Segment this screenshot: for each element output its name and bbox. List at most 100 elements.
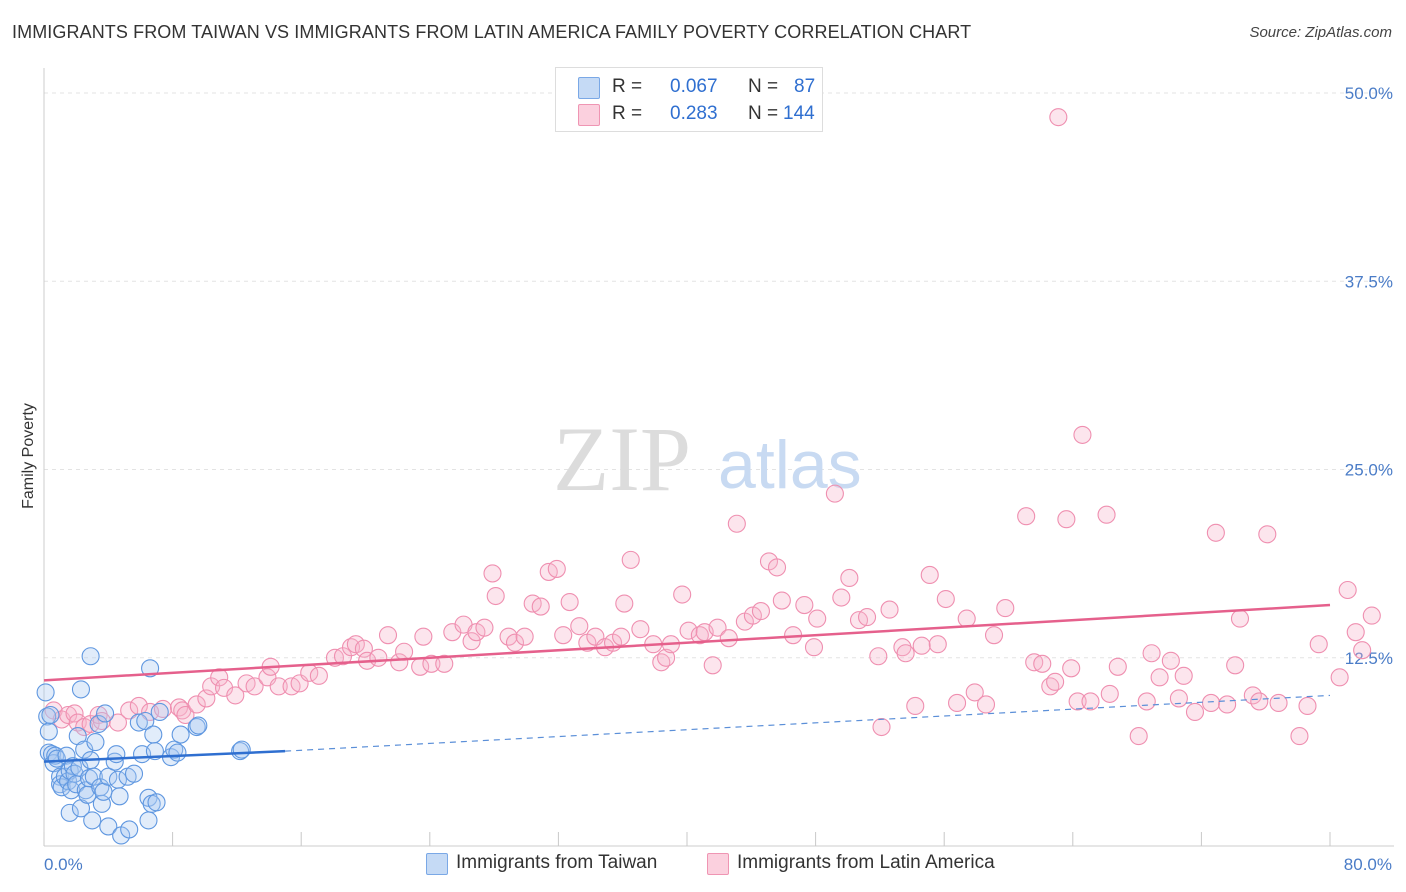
watermark-zip: ZIP [553, 408, 691, 510]
data-point [36, 683, 55, 702]
data-point [857, 608, 877, 627]
x-tick-label-min: 0.0% [44, 855, 83, 874]
data-point [1049, 108, 1068, 127]
data-point [1250, 692, 1269, 711]
data-point [245, 677, 264, 696]
chart-title: IMMIGRANTS FROM TAIWAN VS IMMIGRANTS FRO… [12, 22, 972, 42]
data-point [176, 705, 195, 725]
data-point [1057, 510, 1076, 529]
data-point [144, 725, 163, 744]
data-point [63, 757, 82, 776]
data-point [505, 633, 525, 652]
data-point [570, 617, 589, 636]
y-tick-label: 25.0% [1345, 461, 1393, 480]
data-point [621, 550, 640, 569]
trend-line-taiwan [43, 749, 286, 763]
data-point [309, 666, 328, 685]
series-taiwan [36, 647, 251, 845]
data-point [38, 707, 57, 726]
data-point [808, 609, 827, 628]
data-point [210, 668, 229, 687]
data-point [612, 627, 631, 646]
data-point [673, 585, 692, 604]
data-point [1290, 727, 1309, 746]
legend-r-label: R = [612, 76, 643, 97]
data-point [1206, 523, 1225, 542]
data-point [896, 644, 915, 663]
gridlines [44, 92, 1394, 659]
trend-line-latin-america [43, 603, 1331, 682]
data-point [171, 725, 190, 744]
data-point [150, 702, 169, 722]
data-point [462, 632, 481, 651]
data-point [1068, 692, 1087, 711]
data-point [751, 602, 770, 621]
data-point [708, 618, 727, 637]
x-axis-ticks [43, 832, 1331, 846]
data-point [120, 820, 139, 839]
data-point [483, 564, 502, 583]
data-point [804, 638, 824, 657]
bottom-legend-label-taiwan: Immigrants from Taiwan [456, 852, 658, 873]
y-tick-label: 50.0% [1345, 84, 1393, 103]
y-tick-labels: 12.5% 25.0% 37.5% 50.0% [1345, 84, 1393, 668]
data-point [948, 693, 967, 712]
data-point [1137, 692, 1156, 711]
watermark: ZIP atlas [553, 408, 862, 510]
data-point [124, 764, 144, 783]
data-point [920, 565, 939, 584]
data-point [928, 635, 947, 654]
data-point [1298, 696, 1317, 716]
data-point [41, 705, 60, 725]
data-point [369, 648, 388, 667]
data-point [631, 620, 650, 639]
data-point [976, 695, 996, 714]
data-point [435, 654, 454, 673]
data-point [690, 626, 709, 645]
data-point [1108, 657, 1127, 676]
data-point [703, 656, 722, 675]
data-point [165, 740, 184, 759]
stats-legend: R = 0.067 N = 87 R = 0.283 N = 144 [555, 67, 823, 132]
data-point [1353, 641, 1372, 660]
data-point [996, 599, 1015, 618]
data-point [1062, 659, 1081, 678]
data-point [679, 621, 698, 640]
data-point [727, 514, 746, 533]
y-axis-title: Family Poverty [20, 403, 37, 509]
data-point [1346, 623, 1365, 642]
data-point [869, 647, 888, 666]
data-point [59, 705, 78, 725]
data-point [129, 713, 148, 732]
data-point [1338, 580, 1357, 600]
data-point [81, 647, 100, 666]
data-point [354, 639, 373, 658]
data-point [1142, 644, 1161, 663]
data-point [554, 626, 573, 645]
legend-n-label: N = [748, 76, 779, 97]
data-point [1100, 684, 1119, 703]
data-point [486, 586, 505, 606]
data-point [957, 609, 976, 628]
data-point [906, 696, 925, 716]
data-point [1097, 505, 1116, 524]
data-point [1362, 606, 1381, 625]
data-point [1017, 507, 1036, 526]
data-point [872, 717, 891, 737]
data-point [825, 484, 844, 503]
data-point [378, 626, 398, 645]
data-point [390, 653, 409, 672]
data-point [71, 680, 91, 699]
legend-n-value: 144 [783, 103, 815, 124]
data-point [840, 568, 859, 588]
data-point [965, 683, 984, 702]
data-point [1230, 609, 1250, 628]
data-point [1258, 525, 1277, 544]
bottom-legend-label-latin-america: Immigrants from Latin America [737, 852, 995, 873]
data-point [795, 596, 814, 615]
data-point [1161, 651, 1180, 670]
data-point [832, 588, 851, 607]
data-point [94, 782, 113, 801]
data-point [984, 626, 1004, 645]
